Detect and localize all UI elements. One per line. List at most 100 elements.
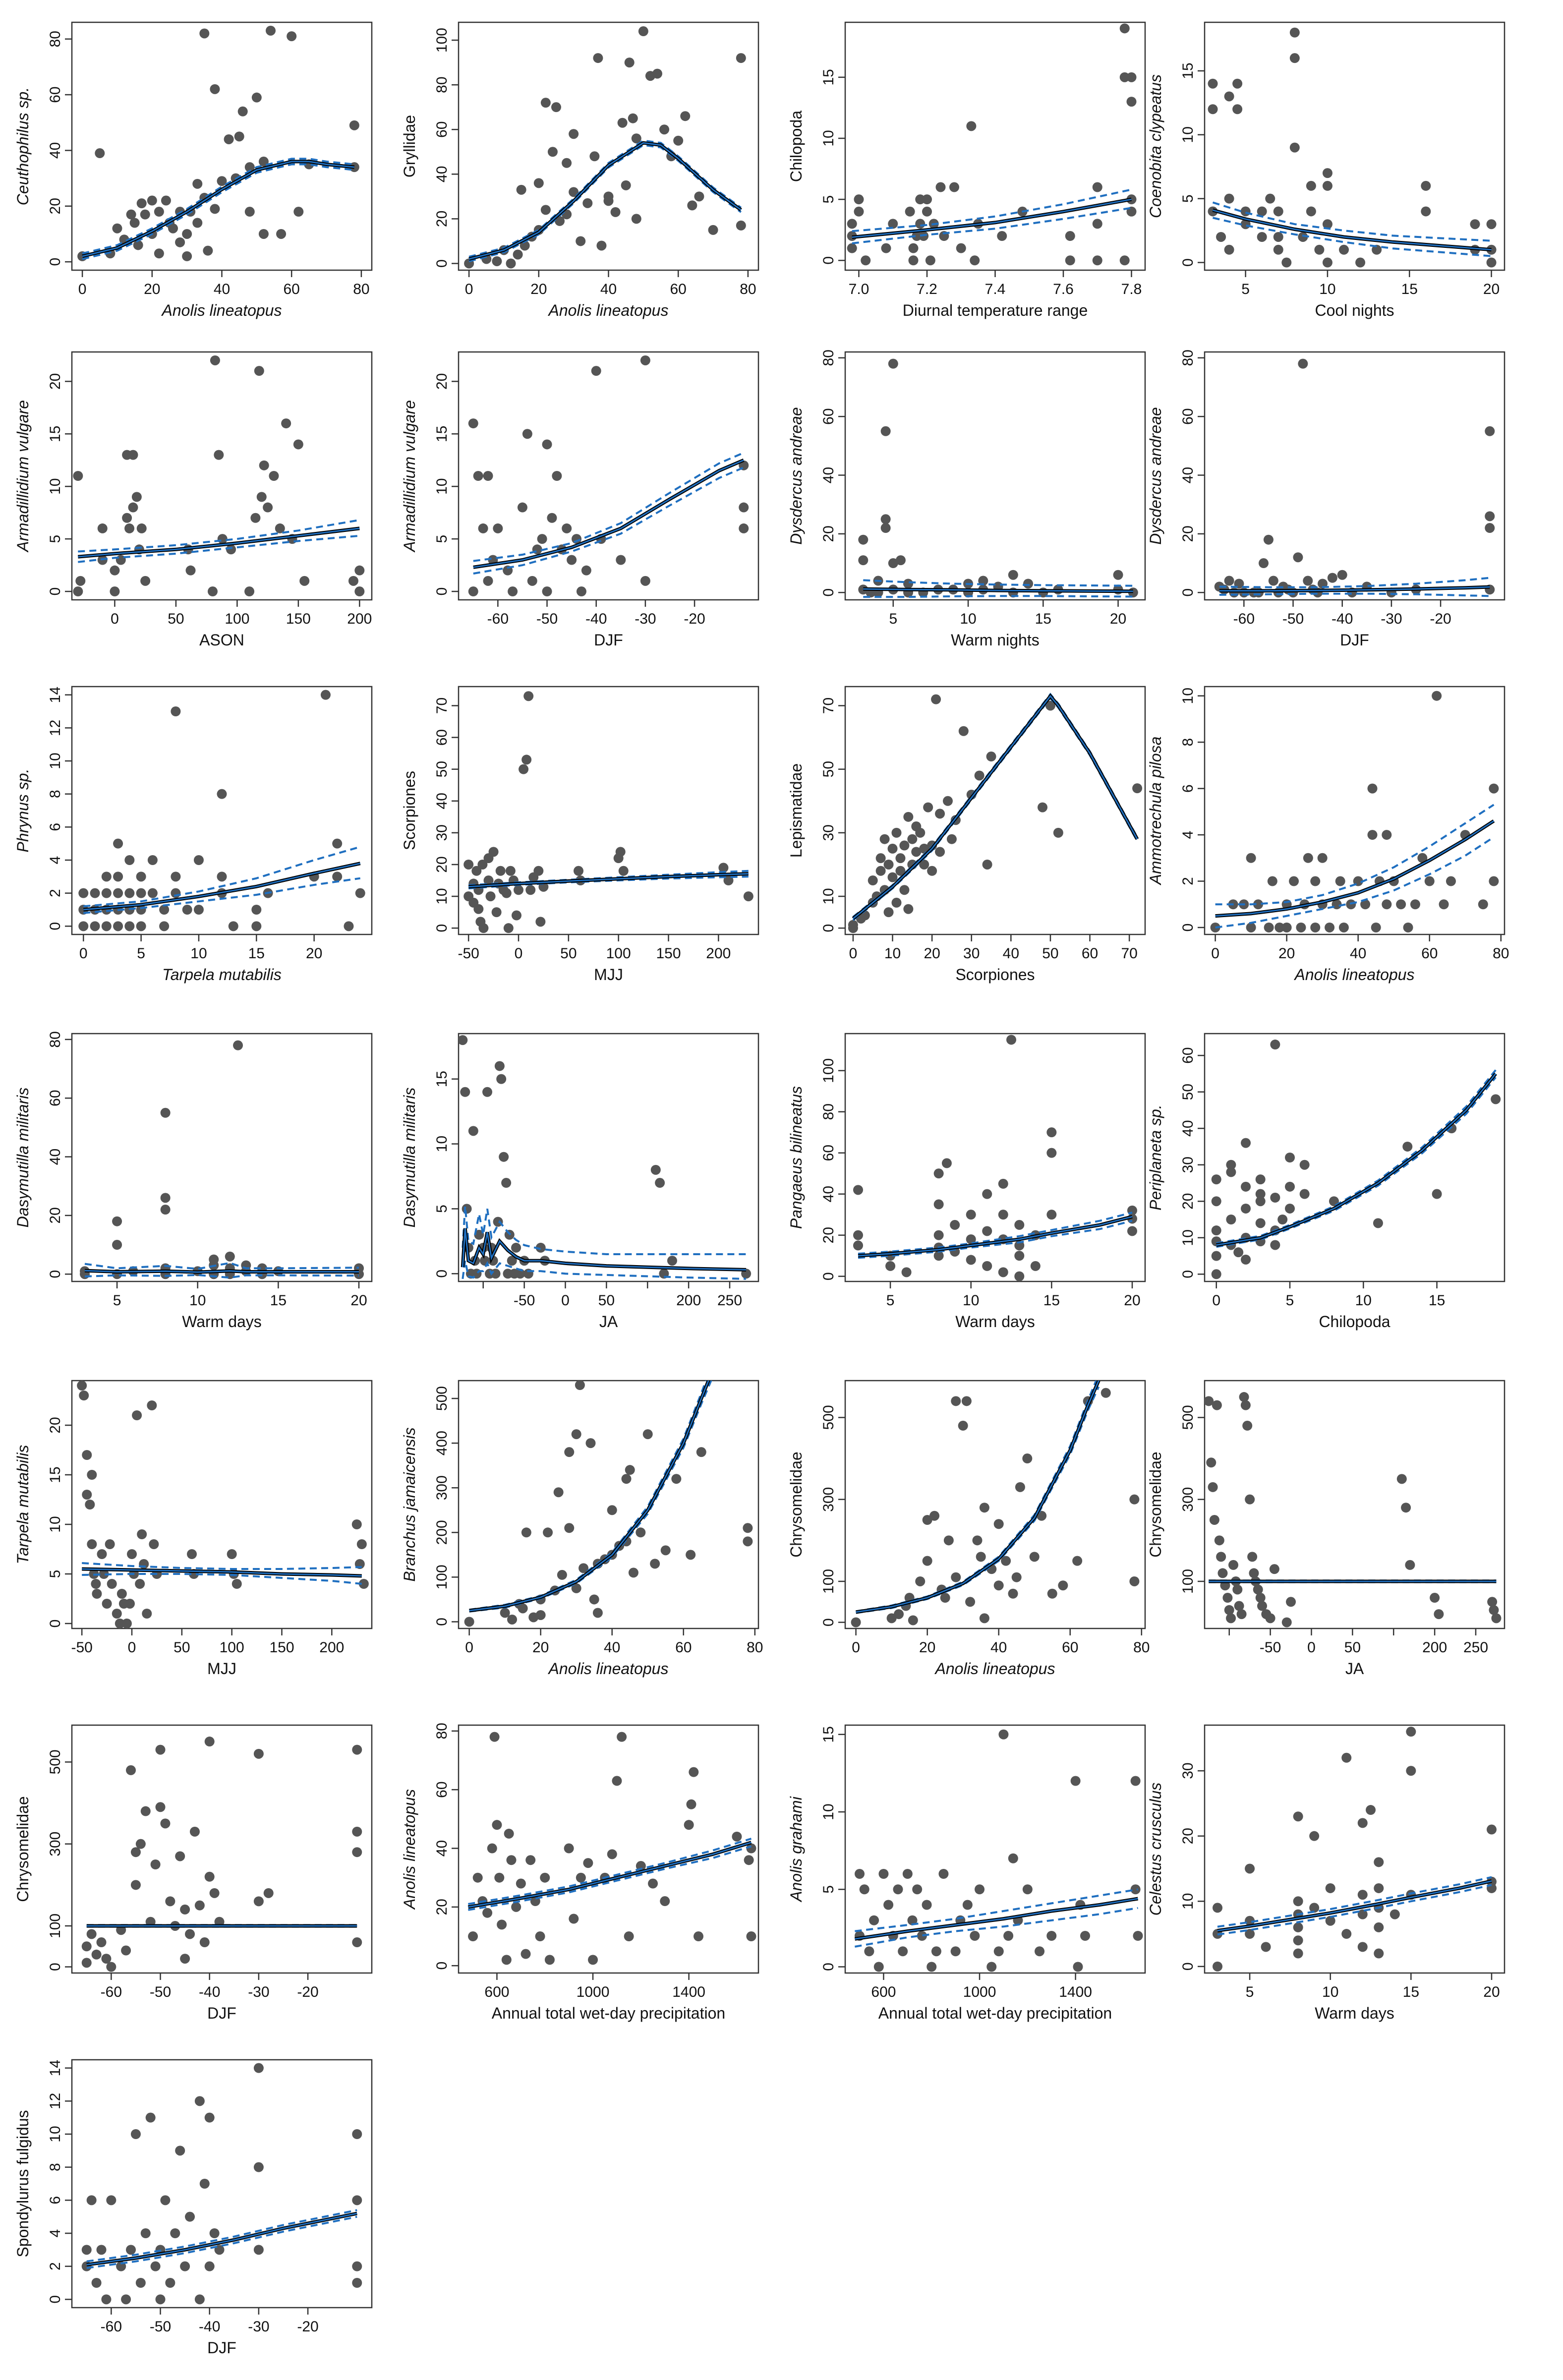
data-point [1317,853,1328,863]
data-point [1211,1269,1221,1279]
y-axis-title: Lepismatidae [787,763,805,858]
data-point [124,921,135,931]
y-axis-title: Dasymutilla militaris [14,1088,32,1228]
data-point [124,1599,135,1609]
data-point [1224,91,1234,102]
data-point [986,1962,997,1972]
ci-upper-line [473,452,744,562]
y-tick-label: 20 [47,373,63,390]
x-tick-label: 250 [717,1292,742,1309]
y-tick-label: 60 [1180,408,1196,424]
data-point [958,1420,968,1431]
data-point [462,1204,472,1214]
ci-upper-line [1217,1876,1492,1928]
data-point [922,1900,932,1910]
fitted-line-overlay [1215,820,1495,917]
data-point [468,1126,478,1136]
data-point [217,534,228,544]
data-point [1289,53,1300,63]
data-point [1293,1922,1303,1932]
data-point [1035,1946,1045,1957]
data-point [998,1267,1008,1277]
data-point [912,231,922,241]
data-point [351,1519,362,1529]
data-point [352,2195,362,2206]
data-point [667,1256,677,1266]
y-tick-label: 100 [820,1058,837,1083]
y-tick-label: 0 [820,1963,837,1971]
y-tick-label: 80 [434,1723,450,1739]
data-point [140,2228,151,2238]
fitted-line-overlay [468,1842,752,1908]
x-tick-label: 100 [220,1639,244,1656]
ci-lower-line [84,1274,359,1279]
y-axis-title: Armadillidium vulgare [401,400,418,553]
data-point [958,726,969,736]
data-point [553,1487,564,1498]
fitted-line-overlay [1216,1073,1497,1246]
data-point [1329,1196,1339,1207]
ci-upper-line [1212,201,1492,242]
data-point [349,162,359,173]
data-point [1293,1935,1303,1946]
data-point [207,586,218,597]
x-tick-label: 20 [924,945,940,962]
x-tick-label: 40 [214,281,230,297]
data-point [689,1767,699,1777]
data-point [1008,1853,1018,1863]
data-point [1396,899,1406,910]
data-point [1253,899,1264,910]
y-tick-label: 70 [820,697,837,714]
data-point [982,859,992,870]
y-tick-label: 20 [434,211,450,227]
data-point [194,1900,205,1911]
data-point [180,2261,190,2271]
y-tick-label: 2 [1180,877,1196,885]
data-point [1325,1883,1335,1893]
data-point [636,1861,646,1871]
x-tick-label: 15 [1429,1292,1445,1309]
data-point [358,1579,369,1589]
plot-frame [1204,1380,1505,1629]
data-point [1382,830,1392,840]
y-tick-label: 8 [47,2163,63,2171]
data-point [478,923,489,933]
data-point [1372,244,1382,255]
panel-18: 0 20 40 60 80 0 100 200 300 400 500 Anolis lineatop… [401,1380,763,1678]
data-point [352,2129,362,2139]
data-point [1211,1251,1221,1261]
x-tick-label: 40 [1003,945,1019,962]
ci-upper-line [78,519,360,553]
data-point [891,827,902,838]
data-point [1489,783,1499,794]
data-point [943,1535,954,1546]
data-point [555,216,565,226]
data-point [544,1955,555,1965]
data-point [950,1219,960,1230]
data-point [182,905,192,915]
data-point [199,2179,210,2189]
data-point [616,555,626,565]
data-point [883,907,894,918]
data-point [686,1799,696,1809]
data-point [1269,1564,1279,1574]
data-point [155,1802,166,1812]
x-tick-label: -50 [1260,1639,1281,1656]
data-point [557,1569,567,1580]
data-point [1486,219,1497,230]
data-point [199,1937,210,1948]
fitted-line-overlay [855,1898,1138,1940]
data-point [970,1931,980,1941]
data-point [1232,78,1243,89]
data-point [582,198,593,208]
x-tick-label: 15 [1403,1984,1419,2000]
data-point [494,1872,505,1883]
data-point [472,1872,483,1883]
data-point [1485,426,1495,436]
x-tick-label: -20 [684,611,705,627]
x-axis-title: DJF [1340,631,1369,649]
y-tick-label: 20 [820,1227,837,1243]
data-point [113,921,123,931]
x-tick-label: -50 [71,1639,92,1656]
x-tick-label: -20 [297,1984,318,2000]
